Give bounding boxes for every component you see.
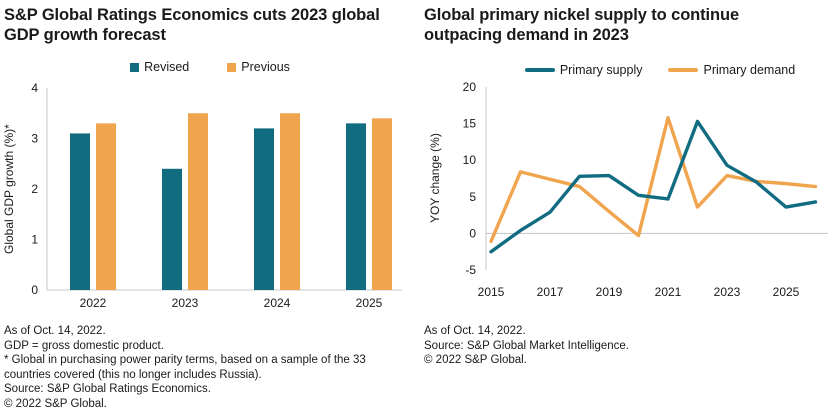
svg-text:2022: 2022	[80, 296, 107, 310]
svg-text:5: 5	[469, 190, 476, 204]
primary-demand-swatch	[668, 68, 699, 72]
gdp-chart-title: S&P Global Ratings Economics cuts 2023 g…	[4, 6, 380, 45]
svg-text:15: 15	[463, 117, 477, 131]
revised-swatch	[130, 62, 140, 72]
footnote-line: GDP = gross domestic product.	[4, 339, 164, 352]
svg-text:1: 1	[31, 233, 38, 247]
svg-text:2025: 2025	[773, 285, 800, 299]
legend-item-primary-demand: Primary demand	[668, 63, 795, 77]
footnote-line: © 2022 S&P Global.	[424, 354, 527, 366]
revised-legend-label: Revised	[144, 60, 190, 74]
svg-text:0: 0	[31, 283, 38, 297]
svg-text:3: 3	[31, 132, 38, 146]
svg-text:20: 20	[463, 80, 477, 94]
gdp-legend: Revised Previous	[0, 60, 420, 74]
nickel-legend: Primary supply Primary demand	[480, 63, 840, 77]
svg-text:0: 0	[469, 226, 476, 240]
svg-text:2023: 2023	[714, 285, 741, 299]
footnote-line: As of Oct. 14, 2022.	[4, 325, 106, 337]
svg-text:2024: 2024	[264, 296, 291, 310]
legend-item-revised: Revised	[130, 60, 189, 74]
svg-text:4: 4	[31, 81, 38, 95]
gdp-panel: S&P Global Ratings Economics cuts 2023 g…	[0, 6, 420, 411]
footnote-line: Source: S&P Global Market Intelligence.	[424, 339, 629, 352]
svg-text:-5: -5	[465, 263, 476, 277]
previous-swatch	[227, 62, 237, 72]
svg-text:2015: 2015	[478, 285, 505, 299]
gdp-footnotes: As of Oct. 14, 2022. GDP = gross domesti…	[4, 324, 414, 411]
svg-text:2: 2	[31, 182, 38, 196]
legend-item-primary-supply: Primary supply	[524, 63, 643, 77]
primary-supply-swatch	[524, 68, 555, 72]
primary-supply-legend-label: Primary supply	[559, 63, 643, 77]
footnote-line: © 2022 S&P Global.	[4, 397, 107, 410]
svg-text:2025: 2025	[356, 296, 383, 310]
nickel-panel: Global primary nickel supply to continue…	[420, 0, 840, 415]
nickel-chart-title: Global primary nickel supply to continue…	[424, 6, 740, 45]
previous-legend-label: Previous	[241, 60, 290, 74]
svg-text:10: 10	[463, 153, 477, 167]
svg-text:2019: 2019	[596, 285, 623, 299]
primary-demand-legend-label: Primary demand	[703, 63, 796, 77]
gdp-bar-chart: 0 1 2 3 4 2022 2023 2024 2025	[31, 81, 402, 310]
svg-text:2017: 2017	[537, 285, 564, 299]
legend-item-previous: Previous	[227, 60, 290, 74]
footnote-line: As of Oct. 14, 2022.	[424, 325, 526, 337]
svg-text:2021: 2021	[655, 285, 682, 299]
footnote-line: Source: S&P Global Ratings Economics.	[4, 383, 211, 395]
svg-text:2023: 2023	[172, 296, 199, 310]
nickel-footnotes: As of Oct. 14, 2022. Source: S&P Global …	[424, 324, 834, 368]
footnote-line: * Global in purchasing power parity term…	[4, 354, 366, 381]
